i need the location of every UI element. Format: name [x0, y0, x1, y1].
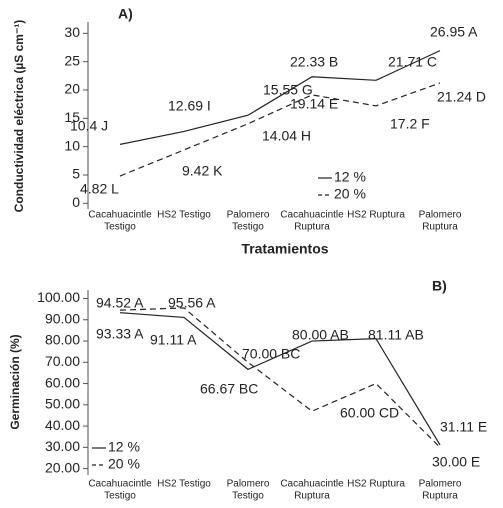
x-tick-label: Cacahuacintle: [280, 210, 344, 221]
y-tick-label: 60.00: [45, 374, 80, 390]
data-label: 30.00 E: [432, 454, 480, 470]
y-tick-label: 10: [64, 137, 80, 153]
y-tick-label: 100.00: [37, 289, 80, 305]
x-tick-label: Palomero: [227, 479, 270, 490]
x-tick-label: Palomero: [227, 210, 270, 221]
x-axis-label: Tratamientos: [241, 241, 328, 257]
data-label: 60.00 CD: [340, 405, 399, 421]
y-axis-label: Conductividad eléctrica (µS cm⁻¹): [12, 20, 26, 213]
legend-label: 12 %: [334, 169, 366, 185]
series-line: [119, 312, 441, 446]
x-tick-label: HS2 Ruptura: [347, 210, 405, 221]
series-line: [119, 50, 441, 145]
x-tick-label: Testigo: [104, 222, 136, 233]
data-label: 91.11 A: [150, 332, 197, 348]
x-tick-label: Palomero: [419, 210, 462, 221]
y-tick-label: 0: [72, 194, 80, 210]
x-tick-label: Ruptura: [294, 491, 330, 502]
data-label: 14.04 H: [262, 128, 311, 144]
series-line: [119, 82, 441, 177]
data-label: 9.42 K: [182, 163, 223, 179]
x-tick-label: Ruptura: [294, 222, 330, 233]
y-tick-label: 70.00: [45, 353, 80, 369]
y-tick-label: 50.00: [45, 396, 80, 412]
data-label: 80.00 AB: [292, 327, 349, 343]
data-label: 17.2 F: [390, 116, 430, 132]
y-tick-label: 15: [64, 109, 80, 125]
x-tick-label: HS2 Ruptura: [347, 479, 405, 490]
data-label: 4.82 L: [80, 181, 119, 197]
y-tick-label: 90.00: [45, 310, 80, 326]
x-tick-label: Testigo: [232, 491, 264, 502]
x-tick-label: HS2 Testigo: [157, 479, 211, 490]
x-tick-label: HS2 Testigo: [157, 210, 211, 221]
x-tick-label: Testigo: [104, 491, 136, 502]
series-line: [119, 307, 441, 448]
data-label: 21.24 D: [437, 89, 486, 105]
data-label: 26.95 A: [430, 24, 478, 40]
y-axis-label: Germinación (%): [8, 334, 22, 429]
data-label: 95.56 A: [168, 295, 216, 311]
y-tick-label: 80.00: [45, 332, 80, 348]
x-tick-label: Cacahuacintle: [88, 210, 152, 221]
data-label: 81.11 AB: [368, 327, 424, 343]
x-tick-label: Testigo: [232, 222, 264, 233]
y-tick-label: 20: [64, 81, 80, 97]
data-label: 21.71 C: [388, 54, 437, 70]
y-tick-label: 30: [64, 24, 80, 40]
y-tick-label: 30.00: [45, 438, 80, 454]
y-tick-label: 40.00: [45, 417, 80, 433]
chart-title: A): [118, 6, 133, 22]
data-label: 10.4 J: [70, 118, 108, 134]
x-tick-label: Palomero: [419, 479, 462, 490]
data-label: 93.33 A: [96, 326, 144, 342]
data-label: 70.00 BC: [242, 346, 300, 362]
legend-label: 20 %: [108, 456, 140, 472]
y-tick-label: 20.00: [45, 459, 80, 475]
x-tick-label: Ruptura: [422, 491, 458, 502]
x-tick-label: Cacahuacintle: [280, 479, 344, 490]
data-label: 94.52 A: [96, 295, 144, 311]
data-label: 19.14 E: [290, 96, 338, 112]
y-tick-label: 5: [72, 166, 80, 182]
data-label: 12.69 I: [168, 98, 211, 114]
y-tick-label: 25: [64, 52, 80, 68]
legend-label: 12 %: [108, 439, 140, 455]
x-tick-label: Cacahuacintle: [88, 479, 152, 490]
x-tick-label: Ruptura: [422, 222, 458, 233]
legend-label: 20 %: [334, 186, 366, 202]
data-label: 15.55 G: [263, 82, 313, 98]
chart-title: B): [432, 278, 447, 294]
data-label: 66.67 BC: [200, 381, 258, 397]
data-label: 31.11 E: [440, 419, 487, 435]
data-label: 22.33 B: [290, 54, 338, 70]
